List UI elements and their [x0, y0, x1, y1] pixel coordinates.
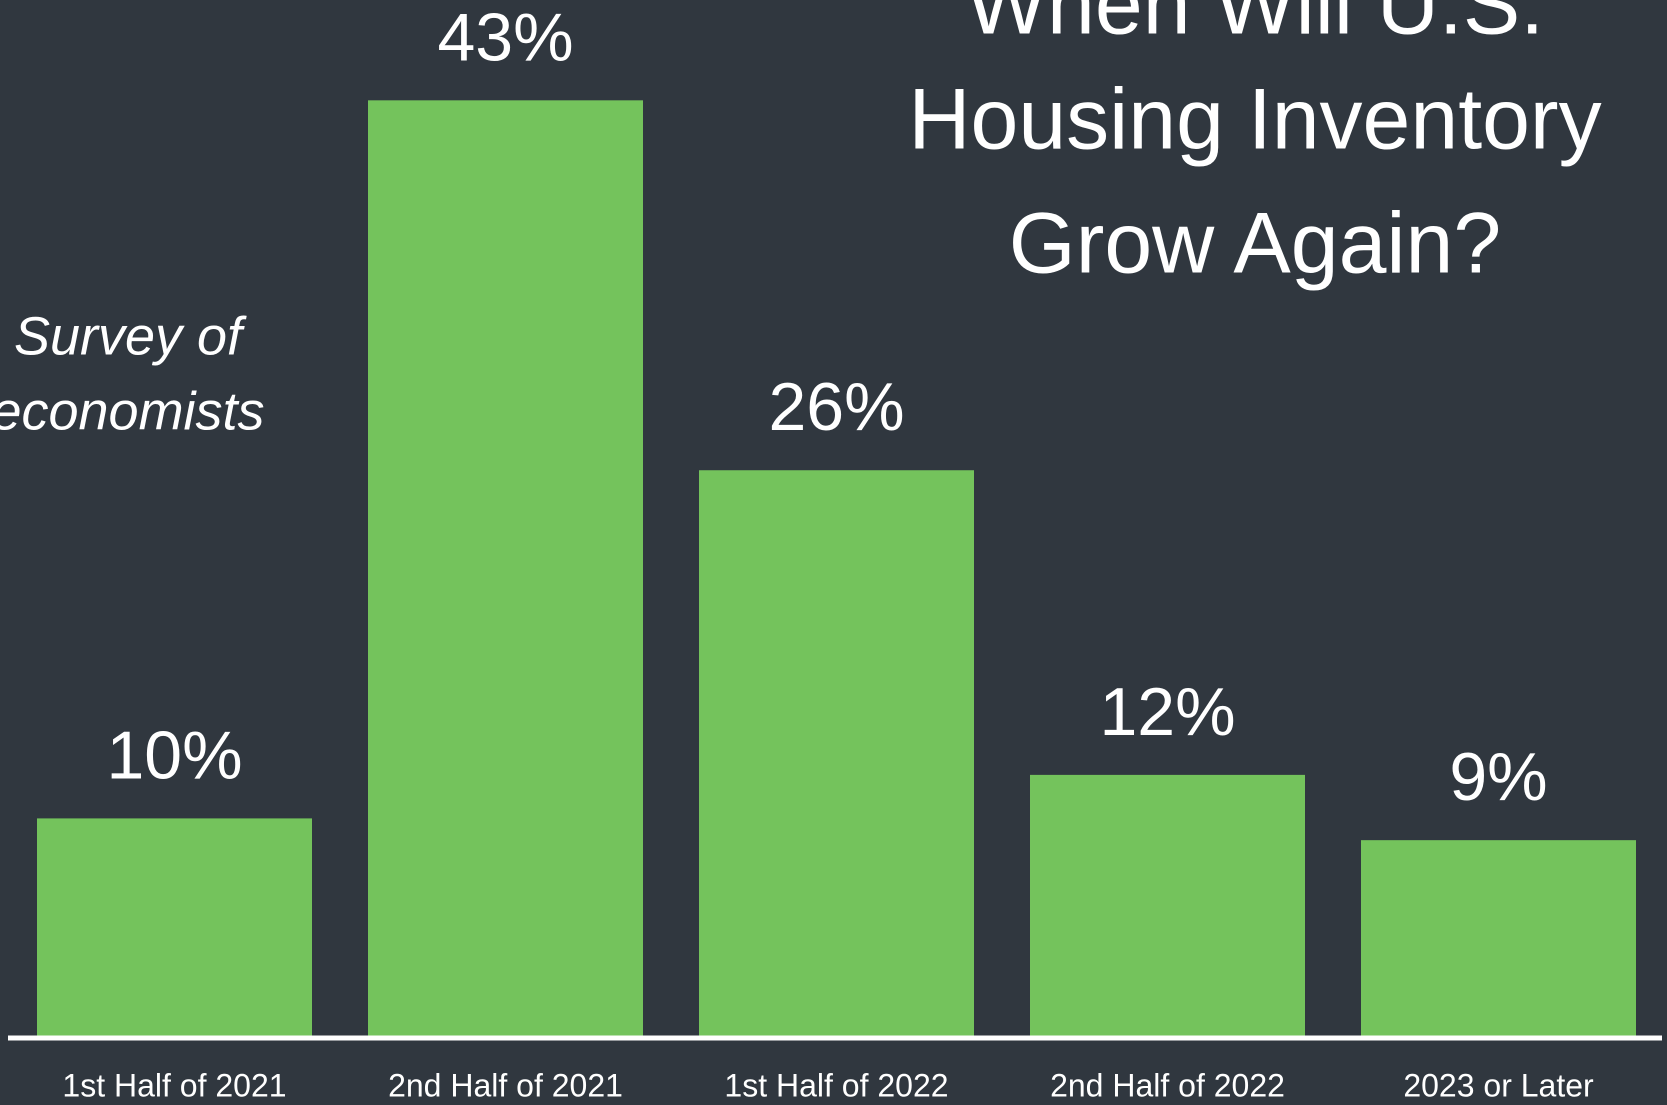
bar: [1361, 840, 1636, 1036]
bar: [37, 818, 312, 1036]
bar: [368, 100, 643, 1036]
x-tick-label: 2023 or Later: [1403, 1067, 1594, 1103]
bar: [699, 470, 974, 1036]
x-tick-label: 1st Half of 2022: [724, 1067, 948, 1103]
chart-title: Grow Again?: [1009, 196, 1501, 292]
data-label: 10%: [106, 717, 242, 793]
data-label: 12%: [1099, 674, 1235, 750]
x-tick-label: 2nd Half of 2022: [1050, 1067, 1285, 1103]
x-tick-label: 2nd Half of 2021: [388, 1067, 623, 1103]
data-label: 43%: [437, 0, 573, 75]
bar: [1030, 774, 1305, 1036]
subtitle: Survey of: [14, 306, 247, 366]
subtitle: economists: [0, 381, 265, 441]
data-label: 26%: [768, 369, 904, 445]
chart-title: When Will U.S.: [966, 0, 1544, 53]
chart-title: Housing Inventory: [908, 72, 1601, 168]
x-tick-label: 1st Half of 2021: [62, 1067, 286, 1103]
data-label: 9%: [1449, 739, 1547, 815]
